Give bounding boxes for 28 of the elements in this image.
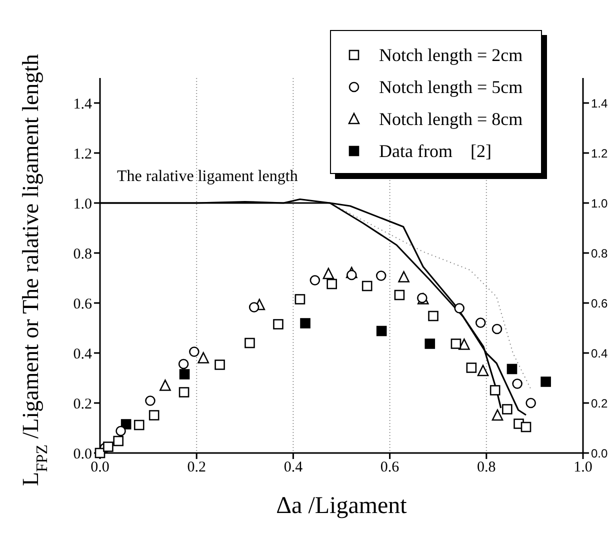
x-tick-label: 0.4 bbox=[284, 460, 304, 476]
y-tick-label: 0.2 bbox=[73, 396, 92, 412]
legend-label: Notch length = 5cm bbox=[379, 76, 523, 98]
y2-tick-label: 0.2 bbox=[591, 396, 608, 410]
legend-label: Notch length = 2cm bbox=[379, 44, 523, 66]
y2-tick-label: 0.8 bbox=[591, 246, 608, 260]
x-tick-label: 0.8 bbox=[477, 460, 496, 476]
y2-tick-label: 0.4 bbox=[591, 346, 608, 360]
y-tick-label: 0.8 bbox=[73, 246, 92, 262]
y-tick-label: 0.6 bbox=[73, 296, 92, 312]
legend-label: Notch length = 8cm bbox=[379, 108, 523, 130]
y-tick-label: 1.0 bbox=[73, 196, 92, 212]
x-tick-label: 0.6 bbox=[380, 460, 400, 476]
x-tick-label: 0.2 bbox=[187, 460, 206, 476]
y2-tick-label: 0.0 bbox=[591, 446, 608, 460]
annotation: The ralative ligament length bbox=[117, 168, 298, 186]
y-tick-label: 0.0 bbox=[73, 446, 92, 462]
x-axis-title: Δa /Ligament bbox=[276, 493, 408, 519]
y-tick-label: 1.2 bbox=[73, 146, 92, 162]
y2-tick-label: 1.2 bbox=[591, 146, 608, 160]
y2-tick-label: 0.6 bbox=[591, 296, 608, 310]
y2-tick-label: 1.4 bbox=[591, 96, 608, 110]
y-tick-label: 0.4 bbox=[73, 346, 92, 362]
y2-tick-label: 1.0 bbox=[591, 196, 608, 210]
x-tick-label: 1.0 bbox=[574, 460, 592, 476]
legend-label: Data from [2] bbox=[379, 140, 492, 162]
x-tick-label: 0.0 bbox=[90, 460, 110, 476]
y-tick-label: 1.4 bbox=[73, 96, 92, 112]
